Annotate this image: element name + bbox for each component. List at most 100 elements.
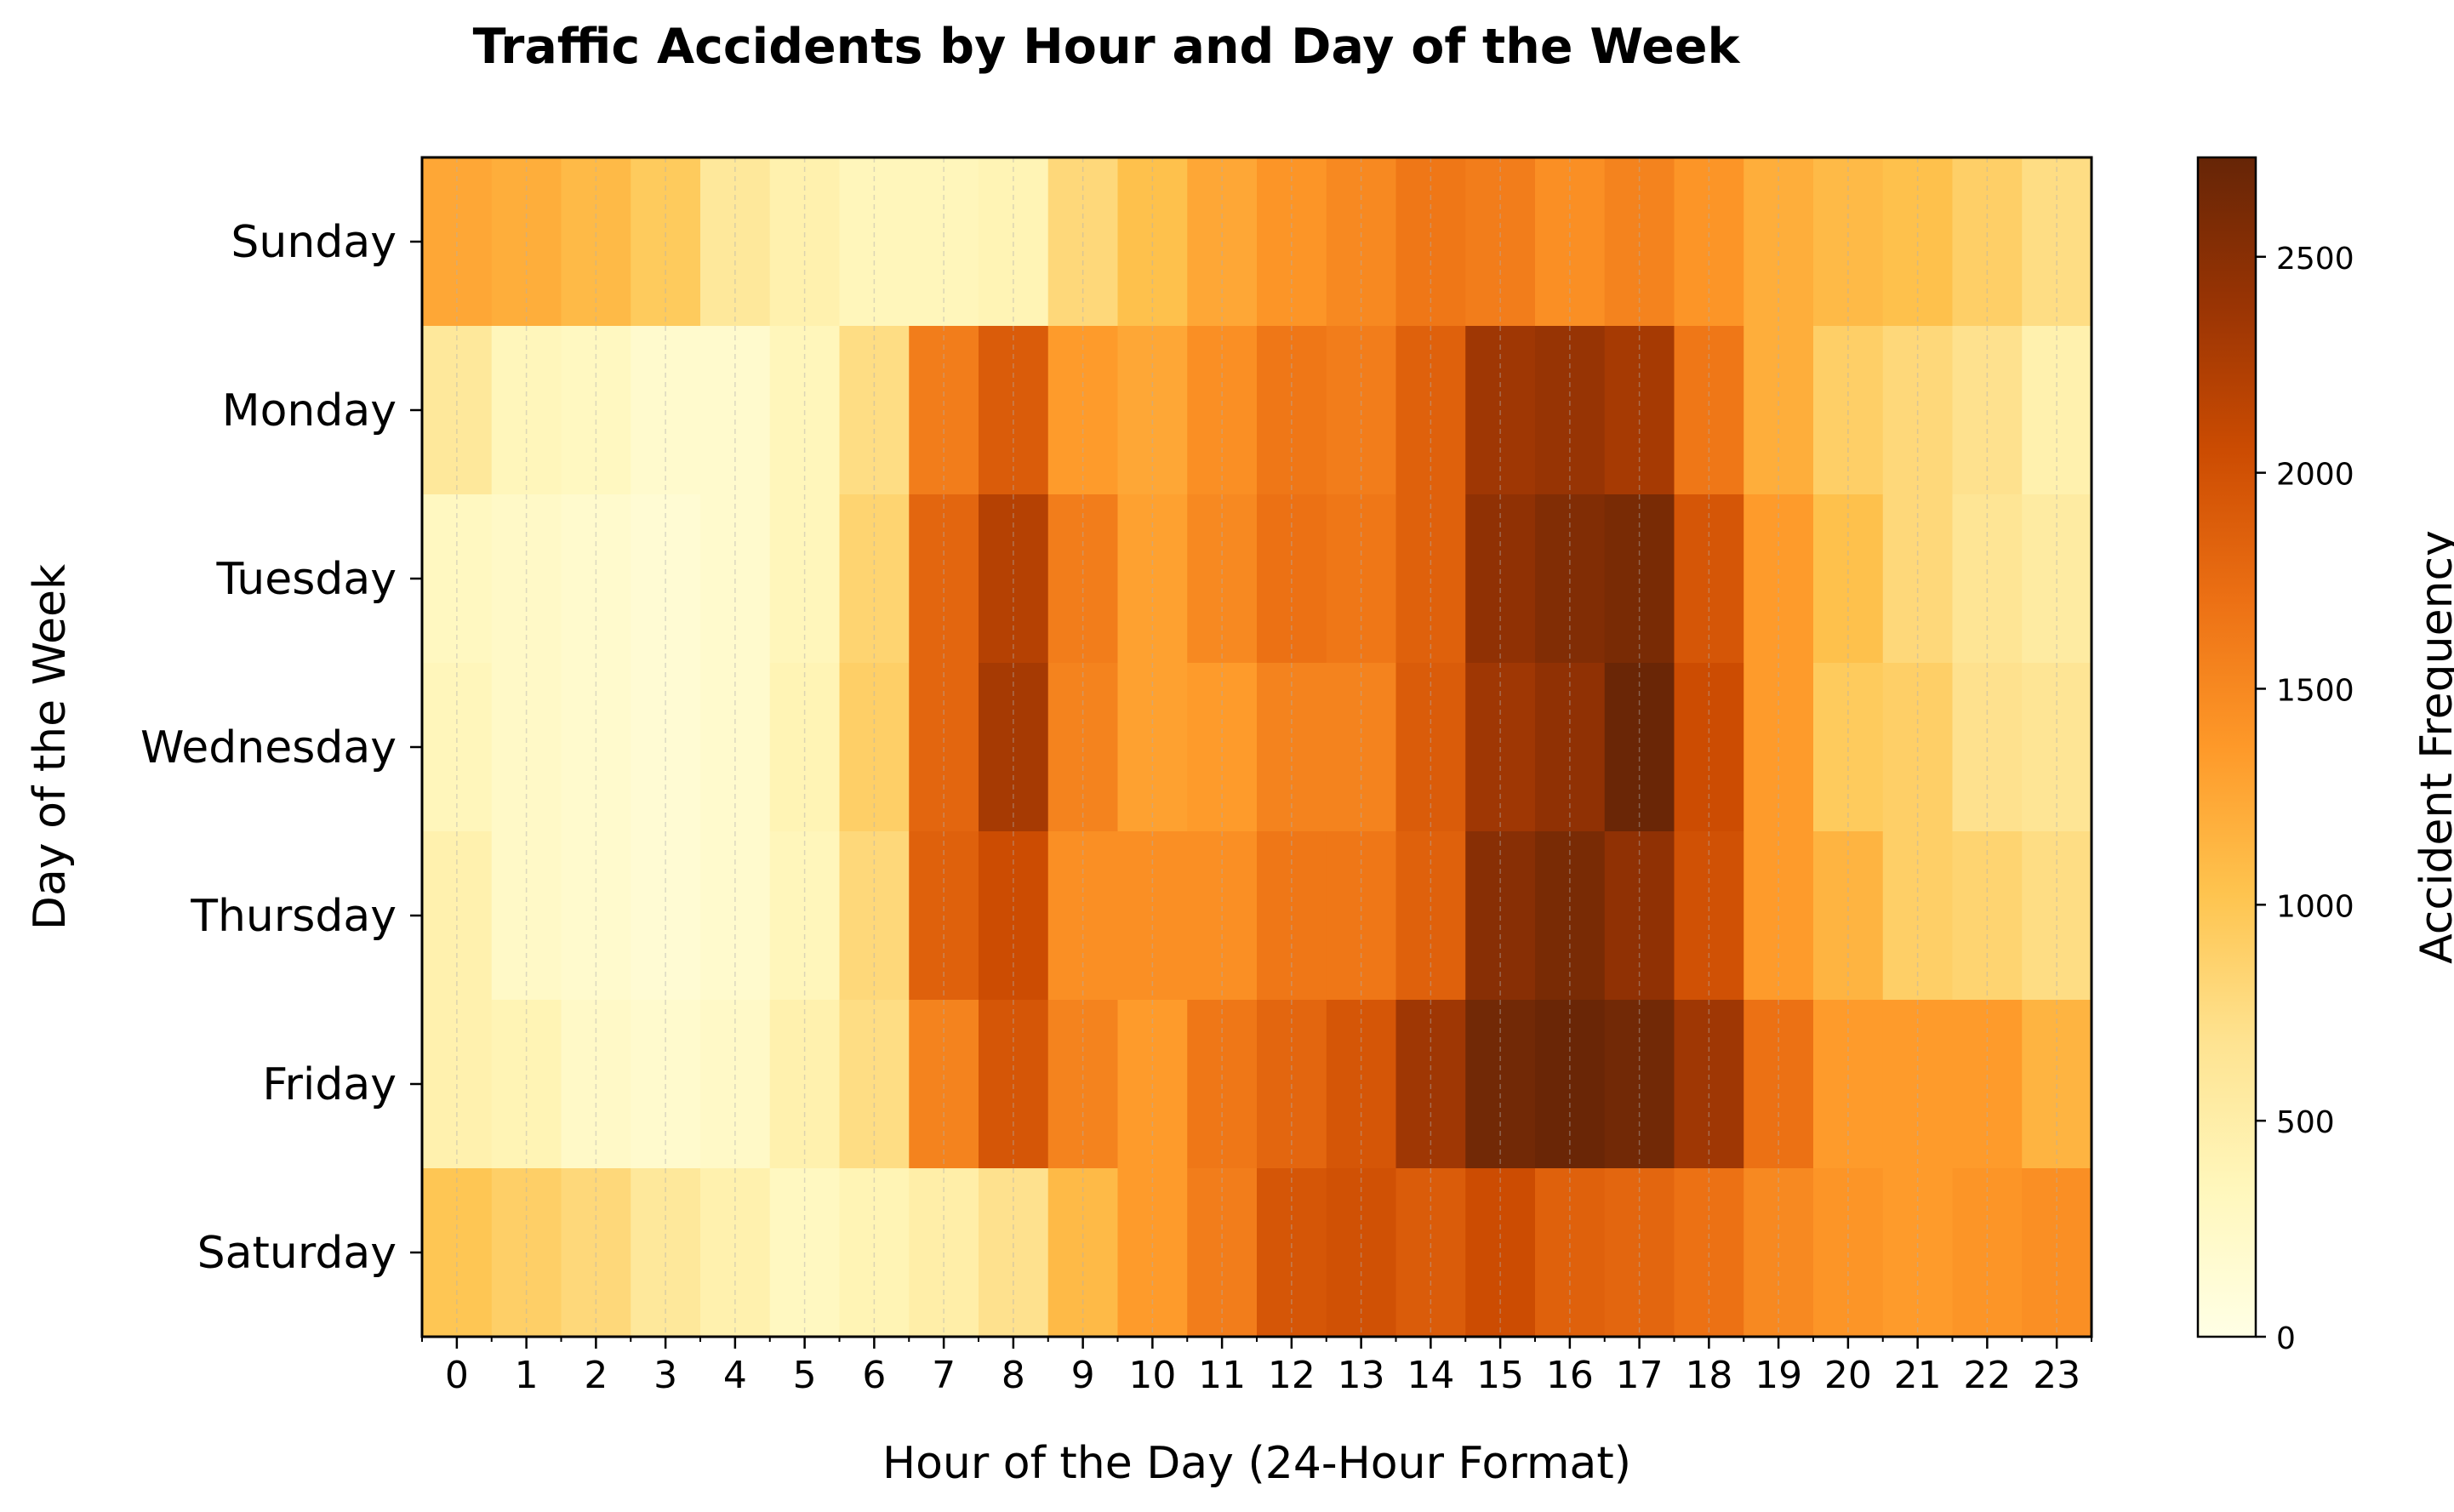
- heatmap-cell-thursday-23: [2022, 831, 2092, 1001]
- heatmap-cell-wednesday-4: [700, 663, 771, 832]
- heatmap-cell-friday-3: [631, 1000, 701, 1169]
- heatmap-cell-monday-23: [2022, 326, 2092, 495]
- heatmap-cell-tuesday-13: [1326, 494, 1397, 664]
- x-tick-label-10: 10: [1128, 1354, 1176, 1397]
- heatmap-cell-saturday-12: [1257, 1168, 1327, 1338]
- heatmap-cell-sunday-17: [1604, 157, 1675, 327]
- heatmap-cell-friday-0: [422, 1000, 493, 1169]
- heatmap-cell-friday-19: [1743, 1000, 1814, 1169]
- heatmap-cell-friday-4: [700, 1000, 771, 1169]
- heatmap-cell-tuesday-5: [769, 494, 841, 664]
- heatmap-cell-saturday-4: [700, 1168, 771, 1338]
- heatmap-cell-monday-13: [1326, 326, 1397, 495]
- heatmap-cell-thursday-12: [1257, 831, 1327, 1001]
- heatmap-cell-monday-16: [1535, 326, 1606, 495]
- heatmap-cell-wednesday-8: [979, 663, 1049, 832]
- x-tick-label-13: 13: [1338, 1354, 1385, 1397]
- heatmap-cell-thursday-15: [1465, 831, 1536, 1001]
- heatmap-cell-thursday-18: [1674, 831, 1744, 1001]
- heatmap-cell-saturday-21: [1882, 1168, 1954, 1338]
- heatmap-cell-saturday-9: [1047, 1168, 1119, 1338]
- y-tick-label-friday: Friday: [262, 1059, 397, 1110]
- x-tick-label-8: 8: [1002, 1354, 1025, 1397]
- y-tick-label-thursday: Thursday: [190, 891, 397, 942]
- heatmap-cell-monday-17: [1604, 326, 1675, 495]
- heatmap-cell-tuesday-16: [1535, 494, 1606, 664]
- y-tick-label-monday: Monday: [222, 385, 397, 436]
- heatmap-cell-sunday-0: [422, 157, 493, 327]
- y-axis-label: Day of the Week: [25, 564, 76, 930]
- x-tick-label-20: 20: [1824, 1354, 1872, 1397]
- heatmap-cell-monday-12: [1257, 326, 1327, 495]
- heatmap-cell-tuesday-12: [1257, 494, 1327, 664]
- heatmap-cell-tuesday-21: [1882, 494, 1954, 664]
- heatmap-cell-saturday-6: [839, 1168, 910, 1338]
- heatmap-cell-saturday-10: [1117, 1168, 1188, 1338]
- heatmap-cell-wednesday-19: [1743, 663, 1814, 832]
- heatmap-cell-monday-8: [979, 326, 1049, 495]
- x-axis-ticks: 0 1 2 3 4 5 6 7 8 9 10 11 12 13 14 15 16 17 18 19 20 21 22 23: [421, 1337, 2092, 1397]
- heatmap-cell-thursday-19: [1743, 831, 1814, 1001]
- heatmap-cell-friday-1: [491, 1000, 562, 1169]
- heatmap-cell-wednesday-15: [1465, 663, 1536, 832]
- heatmap-cell-sunday-21: [1882, 157, 1954, 327]
- heatmap-cell-friday-2: [561, 1000, 631, 1169]
- heatmap-cell-sunday-4: [700, 157, 771, 327]
- heatmap-cell-friday-7: [909, 1000, 979, 1169]
- colorbar-tick-label-1000: 1000: [2276, 889, 2354, 924]
- y-tick-label-sunday: Sunday: [231, 217, 397, 268]
- x-tick-label-16: 16: [1546, 1354, 1594, 1397]
- heatmap-cell-friday-9: [1047, 1000, 1119, 1169]
- heatmap-cell-tuesday-19: [1743, 494, 1814, 664]
- x-tick-label-14: 14: [1407, 1354, 1454, 1397]
- heatmap-cell-wednesday-6: [839, 663, 910, 832]
- heatmap-cell-wednesday-1: [491, 663, 562, 832]
- x-tick-label-4: 4: [723, 1354, 747, 1397]
- heatmap-cell-friday-21: [1882, 1000, 1954, 1169]
- heatmap-cell-thursday-20: [1813, 831, 1884, 1001]
- x-tick-label-0: 0: [445, 1354, 469, 1397]
- heatmap-cell-friday-20: [1813, 1000, 1884, 1169]
- heatmap-cell-monday-3: [631, 326, 701, 495]
- heatmap-cell-thursday-1: [491, 831, 562, 1001]
- heatmap-cell-tuesday-22: [1952, 494, 2023, 664]
- heatmap-cell-thursday-2: [561, 831, 631, 1001]
- heatmap-cell-monday-20: [1813, 326, 1884, 495]
- heatmap-cell-friday-11: [1187, 1000, 1258, 1169]
- heatmap-cell-thursday-21: [1882, 831, 1954, 1001]
- x-tick-label-21: 21: [1894, 1354, 1942, 1397]
- colorbar-label: Accident Frequency: [2411, 530, 2454, 964]
- heatmap-cell-thursday-16: [1535, 831, 1606, 1001]
- heatmap-cell-monday-0: [422, 326, 493, 495]
- heatmap-cell-tuesday-15: [1465, 494, 1536, 664]
- heatmap-cell-sunday-19: [1743, 157, 1814, 327]
- x-tick-label-23: 23: [2033, 1354, 2080, 1397]
- heatmap-cell-friday-22: [1952, 1000, 2023, 1169]
- heatmap-cell-wednesday-20: [1813, 663, 1884, 832]
- heatmap-cell-friday-6: [839, 1000, 910, 1169]
- colorbar-tick-label-2500: 2500: [2276, 242, 2354, 277]
- heatmap-cell-saturday-1: [491, 1168, 562, 1338]
- heatmap-cell-thursday-17: [1604, 831, 1675, 1001]
- vertical-grid-lines: [456, 157, 2057, 1337]
- heatmap-cell-saturday-8: [979, 1168, 1049, 1338]
- heatmap-cell-tuesday-14: [1395, 494, 1466, 664]
- heatmap-cell-saturday-11: [1187, 1168, 1258, 1338]
- heatmap-cell-wednesday-18: [1674, 663, 1744, 832]
- heatmap-cell-monday-1: [491, 326, 562, 495]
- y-axis-ticks: Sunday Monday Tuesday Wednesday Thursday Frid…: [140, 217, 422, 1279]
- heatmap-cell-tuesday-23: [2022, 494, 2092, 664]
- y-tick-label-tuesday: Tuesday: [215, 554, 397, 605]
- heatmap-cell-sunday-13: [1326, 157, 1397, 327]
- colorbar-tick-label-1500: 1500: [2276, 673, 2354, 708]
- heatmap-cell-sunday-18: [1674, 157, 1744, 327]
- heatmap-cell-monday-7: [909, 326, 979, 495]
- heatmap-cell-sunday-6: [839, 157, 910, 327]
- heatmap-cell-monday-14: [1395, 326, 1466, 495]
- heatmap-cell-wednesday-10: [1117, 663, 1188, 832]
- x-tick-label-19: 19: [1755, 1354, 1802, 1397]
- heatmap-cell-wednesday-0: [422, 663, 493, 832]
- heatmap-cell-saturday-23: [2022, 1168, 2092, 1338]
- x-tick-label-11: 11: [1198, 1354, 1246, 1397]
